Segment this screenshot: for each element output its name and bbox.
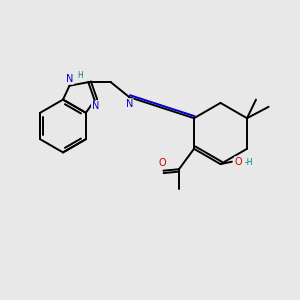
Text: N: N	[92, 101, 99, 111]
Text: H: H	[77, 71, 82, 80]
Text: N: N	[66, 74, 74, 84]
Text: N: N	[126, 99, 133, 109]
Text: -H: -H	[245, 158, 254, 167]
Text: O: O	[235, 157, 242, 167]
Text: O: O	[158, 158, 166, 168]
